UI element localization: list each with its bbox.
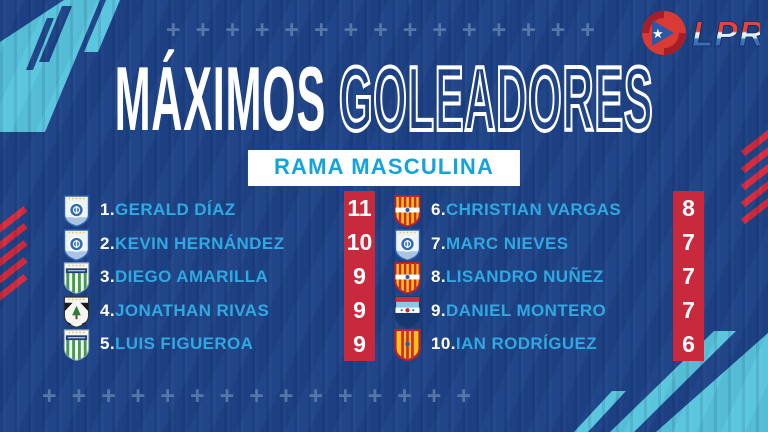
lpr-logo-text: LPR	[692, 15, 760, 54]
goal-count: 11	[347, 195, 372, 221]
scorer-rank: 8.	[431, 267, 446, 286]
scorer-name: IAN RODRÍGUEZ	[455, 334, 598, 353]
team-badge-icon	[62, 295, 91, 328]
goal-count: 8	[682, 195, 695, 221]
scorer-row-1: 1.GERALD DÍAZ	[62, 193, 236, 227]
corner-decoration-bottom-right	[574, 331, 768, 432]
team-badge-icon	[62, 194, 91, 227]
team-badge-icon	[393, 295, 422, 328]
scorer-name: DIEGO AMARILLA	[114, 267, 269, 286]
scorer-name: JONATHAN RIVAS	[114, 301, 270, 320]
scorer-rank: 9.	[431, 301, 446, 320]
goals-bar-left: 11 10 9 9 9	[344, 191, 375, 361]
plus-decoration-top: +++++++++++++++	[166, 16, 610, 44]
page-title: MÁXIMOS GOLEADORES	[108, 25, 661, 171]
goals-bar-right: 8 7 7 7 6	[673, 191, 704, 361]
team-badge-icon	[62, 228, 91, 261]
scorer-name: CHRISTIAN VARGAS	[445, 200, 622, 219]
scorer-rank: 6.	[431, 200, 446, 219]
scorer-row-2: 2.KEVIN HERNÁNDEZ	[62, 227, 284, 261]
subtitle-banner: RAMA MASCULINA	[247, 150, 521, 186]
scorer-row-8: 8.LISANDRO NUÑEZ	[393, 260, 604, 294]
red-stripes-right	[740, 124, 768, 225]
goal-count: 9	[353, 297, 366, 323]
team-badge-icon	[393, 194, 422, 227]
goal-count: 7	[682, 229, 695, 255]
scorer-row-7: 7.MARC NIEVES	[393, 227, 568, 261]
title-word-maximos: MÁXIMOS	[114, 47, 327, 149]
scorer-name: GERALD DÍAZ	[114, 200, 236, 219]
team-badge-icon	[62, 328, 91, 361]
goal-count: 9	[353, 331, 366, 357]
scorer-rank: 5.	[100, 334, 115, 353]
red-stripes-left	[0, 206, 28, 307]
scorer-rank: 2.	[100, 234, 115, 253]
title-word-goleadores: GOLEADORES	[338, 45, 654, 151]
scorer-rank: 4.	[100, 301, 115, 320]
scorer-name: MARC NIEVES	[445, 234, 569, 253]
goal-count: 7	[682, 297, 695, 323]
scorer-row-10: 10.IAN RODRÍGUEZ	[393, 327, 597, 361]
scorer-row-6: 6.CHRISTIAN VARGAS	[393, 193, 621, 227]
lpr-emblem-icon: ★	[642, 11, 686, 55]
corner-decoration-top-left	[0, 0, 120, 132]
goal-count: 9	[353, 263, 366, 289]
scorer-name: KEVIN HERNÁNDEZ	[114, 234, 285, 253]
scorer-rank: 10.	[431, 334, 456, 353]
scorer-row-5: 5.LUIS FIGUEROA	[62, 327, 253, 361]
scorer-row-3: 3.DIEGO AMARILLA	[62, 260, 268, 294]
scorer-name: LISANDRO NUÑEZ	[445, 267, 604, 286]
team-badge-icon	[62, 261, 91, 294]
scorer-rank: 3.	[100, 267, 115, 286]
goal-count: 7	[682, 263, 695, 289]
subtitle-text: RAMA MASCULINA	[273, 154, 495, 179]
plus-decoration-bottom: +++++++++++++++	[42, 382, 486, 410]
star-icon: ★	[652, 26, 664, 41]
scorer-rank: 7.	[431, 234, 446, 253]
scorer-rank: 1.	[100, 200, 115, 219]
scorer-row-9: 9.DANIEL MONTERO	[393, 294, 606, 328]
scorer-name: LUIS FIGUEROA	[114, 334, 254, 353]
team-badge-icon	[393, 261, 422, 294]
scorer-row-4: 4.JONATHAN RIVAS	[62, 294, 269, 328]
goal-count: 10	[346, 229, 373, 255]
team-badge-icon	[393, 328, 422, 361]
scorer-name: DANIEL MONTERO	[445, 301, 607, 320]
lpr-logo: ★ LPR	[642, 11, 760, 55]
goal-count: 6	[682, 331, 695, 357]
team-badge-icon	[393, 228, 422, 261]
